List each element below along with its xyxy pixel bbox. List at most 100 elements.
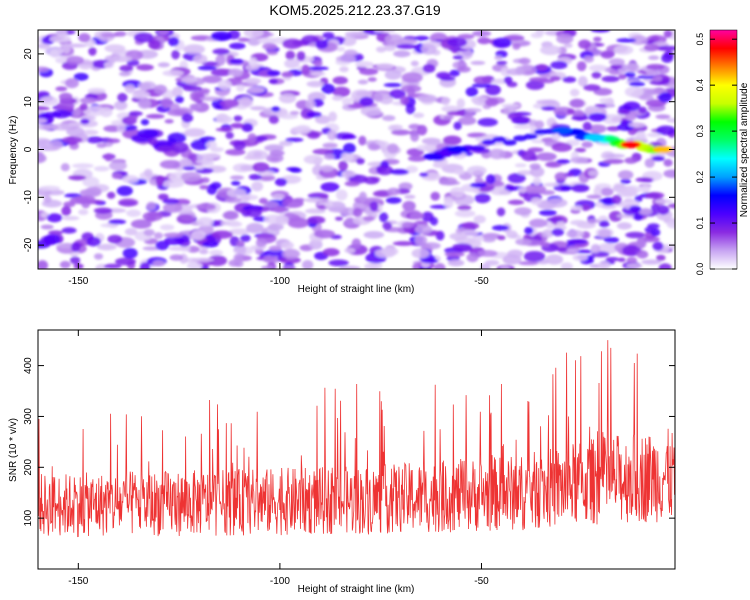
heatmap-cell (86, 236, 101, 247)
heatmap-cell (488, 148, 506, 160)
heatmap-cell (668, 83, 675, 90)
heatmap-cell (401, 72, 423, 84)
heatmap-cell (261, 265, 274, 269)
heatmap-cell (87, 87, 106, 94)
heatmap-cell (449, 186, 465, 198)
heatmap-cell (449, 69, 461, 77)
heatmap-cell (108, 219, 127, 225)
heatmap-cell (70, 256, 81, 265)
heatmap-cell (126, 209, 142, 217)
heatmap-cell (241, 122, 254, 133)
heatmap-cell (335, 55, 357, 63)
heatmap-cell (666, 220, 675, 229)
heatmap-cell (215, 127, 234, 132)
heatmap-cell (82, 176, 100, 188)
heatmap-cell (458, 116, 477, 126)
heatmap-cell (507, 173, 526, 184)
heatmap-cell (44, 46, 64, 56)
heatmap-cell (307, 131, 321, 139)
heatmap-cell (74, 195, 96, 204)
heatmap-cell (296, 51, 306, 62)
heatmap-cell (159, 159, 182, 169)
heatmap-ridge-cell (481, 139, 496, 146)
heatmap-cell (341, 151, 354, 162)
heatmap-cell (491, 225, 509, 231)
heatmap-cell (474, 193, 491, 204)
heatmap-cell (279, 256, 301, 264)
heatmap-cell (262, 255, 281, 264)
heatmap-cell (374, 248, 396, 258)
heatmap-cell (79, 103, 89, 111)
heatmap-cell (601, 203, 617, 210)
heatmap-cell (281, 265, 297, 269)
heatmap-cell (556, 159, 571, 164)
heatmap-cell (605, 256, 620, 262)
heatmap-cell (485, 84, 501, 96)
heatmap-cell (512, 42, 521, 50)
heatmap-cell (38, 106, 50, 111)
heatmap-cell (321, 83, 335, 94)
heatmap-cell (139, 262, 151, 269)
heatmap-cell (663, 159, 673, 167)
heatmap-cell (434, 263, 446, 269)
heatmap-cell (474, 176, 484, 185)
heatmap-cell (514, 207, 532, 216)
heatmap-cell (369, 201, 379, 212)
heatmap-cell (267, 70, 281, 77)
heatmap-cell (322, 32, 335, 39)
y-tick-label: 100 (23, 509, 34, 526)
heatmap-cell (635, 177, 653, 183)
heatmap-cell (640, 184, 651, 194)
heatmap-cell (549, 75, 561, 82)
heatmap-cell (658, 92, 672, 103)
heatmap-cell (153, 232, 163, 240)
heatmap-cell (315, 40, 329, 49)
spectrogram-ylabel: Frequency (Hz) (8, 116, 19, 185)
heatmap-cell (233, 115, 243, 122)
heatmap-cell (130, 134, 153, 143)
heatmap-cell (180, 246, 191, 252)
heatmap-cell (372, 190, 391, 197)
heatmap-cell (51, 123, 73, 131)
y-tick-label: 20 (23, 48, 34, 60)
heatmap-cell (507, 199, 525, 205)
heatmap-cell (582, 121, 592, 131)
heatmap-cell (338, 160, 348, 172)
heatmap-cell (578, 39, 591, 50)
heatmap-cell (638, 106, 647, 114)
heatmap-cell (477, 117, 498, 127)
heatmap-cell (556, 220, 566, 231)
heatmap-cell (58, 92, 73, 102)
heatmap-cell (598, 228, 612, 238)
heatmap-cell (355, 90, 373, 97)
heatmap-cell (546, 217, 564, 222)
heatmap-cell (48, 230, 63, 235)
heatmap-cell (262, 42, 278, 51)
heatmap-cell (289, 110, 300, 115)
heatmap-cell (641, 259, 662, 265)
heatmap-cell (83, 105, 106, 117)
heatmap-cell (473, 215, 486, 224)
heatmap-cell (96, 142, 107, 149)
heatmap-cell (367, 111, 384, 116)
heatmap-cell (72, 163, 94, 169)
colorbar-tick-label: 0.4 (695, 79, 705, 92)
heatmap-cell (541, 229, 554, 238)
heatmap-cell (385, 197, 402, 204)
heatmap-cell (566, 248, 580, 253)
heatmap-cell (182, 166, 196, 171)
heatmap-cell (389, 168, 409, 175)
heatmap-cell (284, 59, 300, 69)
heatmap-cell (186, 262, 203, 269)
chart-title: KOM5.2025.212.23.37.G19 (269, 2, 441, 18)
heatmap-cell (220, 220, 231, 226)
y-tick-label: -10 (23, 190, 34, 205)
heatmap-cell (117, 92, 128, 103)
heatmap-cell (305, 98, 316, 109)
heatmap-cell (593, 36, 602, 42)
heatmap-cell (339, 66, 349, 73)
heatmap-cell (363, 231, 385, 239)
heatmap-cell (211, 98, 225, 110)
